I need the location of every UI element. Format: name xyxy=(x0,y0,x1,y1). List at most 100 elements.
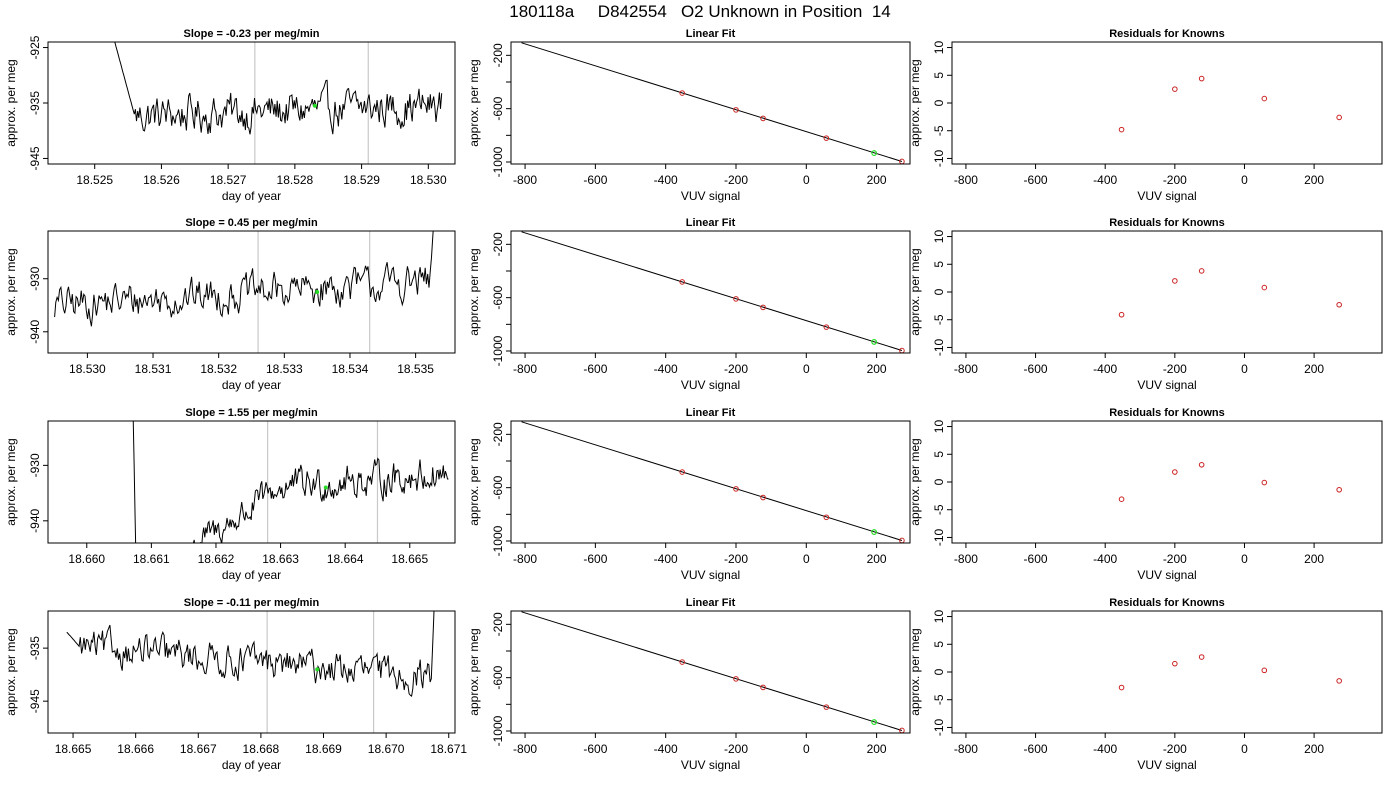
y-tick-label: -200 xyxy=(491,612,505,636)
x-tick-label: -800 xyxy=(954,552,978,566)
panel-frame xyxy=(510,41,911,165)
y-tick-label: -1000 xyxy=(491,525,505,556)
known-point xyxy=(679,659,686,665)
x-tick-label: 18.532 xyxy=(200,362,237,376)
y-tick-label: -925 xyxy=(28,35,42,59)
x-tick-label: -800 xyxy=(513,173,537,187)
x-tick-label: 200 xyxy=(1304,742,1324,756)
x-axis-label: VUV signal xyxy=(1137,378,1196,392)
plot-area xyxy=(114,42,443,164)
x-tick-label: 200 xyxy=(867,552,887,566)
unknown-sample-point xyxy=(312,103,317,108)
y-tick-label: -930 xyxy=(28,453,42,477)
y-tick-label: -930 xyxy=(28,266,42,290)
fit-line xyxy=(521,611,903,731)
y-tick-label: -945 xyxy=(28,689,42,713)
y-tick-label: 5 xyxy=(932,72,946,79)
residual-point xyxy=(1118,496,1125,502)
y-tick-label: 10 xyxy=(932,420,946,434)
x-tick-label: -400 xyxy=(654,742,678,756)
residual-point xyxy=(1261,95,1268,102)
panel-title: Linear Fit xyxy=(686,28,736,40)
panel-trace-4: Slope = -0.11 per meg/min 18.665 18.666 18.… xyxy=(4,597,467,772)
x-axis-label: VUV signal xyxy=(681,378,740,392)
y-tick-label: -200 xyxy=(491,422,505,446)
x-axis-label: day of year xyxy=(222,189,281,203)
x-tick-label: 18.662 xyxy=(198,552,235,566)
plot-area xyxy=(1118,268,1342,318)
x-tick-label: -400 xyxy=(654,362,678,376)
residual-point xyxy=(1336,486,1342,493)
x-tick-label: 18.526 xyxy=(143,173,180,187)
y-tick-label: 10 xyxy=(932,610,946,624)
plot-area xyxy=(521,611,905,733)
panel-fit-1: Linear Fit -800 -600 -400 -200 0 200 -200 -600 -1… xyxy=(467,28,911,203)
panel-title: Residuals for Knowns xyxy=(1109,407,1225,419)
plot-area xyxy=(66,611,435,733)
panel-frame xyxy=(951,610,1383,734)
panel-frame xyxy=(47,420,456,544)
panel-trace-3: Slope = 1.55 per meg/min 18.660 18.661 18.6… xyxy=(4,407,456,582)
y-tick-label: -200 xyxy=(491,232,505,256)
x-tick-label: -200 xyxy=(1163,362,1187,376)
y-axis-label: approx. per meg xyxy=(4,248,18,335)
y-axis-label: approx. per meg xyxy=(467,59,481,146)
y-tick-label: -945 xyxy=(28,146,42,170)
x-tick-label: -200 xyxy=(1163,173,1187,187)
panel-frame xyxy=(510,230,911,354)
x-axis-label: day of year xyxy=(222,758,281,772)
known-point xyxy=(679,90,686,96)
x-tick-label: 18.670 xyxy=(368,742,405,756)
plot-area xyxy=(521,231,905,353)
y-tick-label: 0 xyxy=(932,288,946,295)
x-tick-label: 18.527 xyxy=(210,173,247,187)
known-point xyxy=(733,296,739,302)
y-tick-label: -1000 xyxy=(491,335,505,366)
panel-title: Linear Fit xyxy=(686,407,736,419)
y-axis-label: approx. per meg xyxy=(908,59,922,146)
unknown-sample-point xyxy=(315,290,320,294)
x-tick-label: 18.668 xyxy=(243,742,280,756)
y-tick-label: -5 xyxy=(932,694,946,705)
residual-point xyxy=(1336,301,1342,308)
x-tick-label: -200 xyxy=(1163,552,1187,566)
fit-line xyxy=(521,231,903,351)
residual-point xyxy=(1118,126,1125,133)
panel-title: Slope = 1.55 per meg/min xyxy=(185,407,318,419)
known-point xyxy=(679,279,686,285)
y-tick-label: -10 xyxy=(932,338,946,356)
panel-frame xyxy=(951,230,1383,354)
x-axis-label: VUV signal xyxy=(681,758,740,772)
y-tick-label: -935 xyxy=(28,636,42,660)
y-tick-label: 5 xyxy=(932,451,946,458)
panel-frame xyxy=(47,230,456,354)
panel-residuals-2: Residuals for Knowns -800 -600 -400 -200 0 200… xyxy=(908,217,1383,392)
x-tick-label: 18.531 xyxy=(135,362,172,376)
known-point xyxy=(679,469,686,475)
plot-area xyxy=(521,421,905,543)
x-tick-label: 18.661 xyxy=(133,552,170,566)
plot-area xyxy=(54,231,434,353)
x-tick-label: 18.529 xyxy=(343,173,380,187)
known-point xyxy=(733,676,739,682)
panel-trace-1: Slope = -0.23 per meg/min 18.525 18.526 18.… xyxy=(4,28,456,203)
x-axis-label: day of year xyxy=(222,568,281,582)
panel-fit-4: Linear Fit -800 -600 -400 -200 0 200 -200 -600 -1… xyxy=(467,597,911,772)
residual-point xyxy=(1172,86,1178,92)
x-tick-label: -600 xyxy=(583,742,607,756)
x-tick-label: 18.533 xyxy=(266,362,303,376)
x-axis-label: day of year xyxy=(222,378,281,392)
residual-point xyxy=(1336,114,1342,121)
panel-frame xyxy=(510,610,911,734)
known-point xyxy=(760,115,766,122)
x-tick-label: -600 xyxy=(583,362,607,376)
x-tick-label: -400 xyxy=(1093,362,1117,376)
x-tick-label: 0 xyxy=(803,173,810,187)
panel-title: Slope = 0.45 per meg/min xyxy=(185,217,318,229)
panel-title: Linear Fit xyxy=(686,217,736,229)
data-trace xyxy=(132,421,449,543)
x-tick-label: 0 xyxy=(803,362,810,376)
x-tick-label: -400 xyxy=(1093,552,1117,566)
panel-frame xyxy=(951,420,1383,544)
y-axis-label: approx. per meg xyxy=(4,438,18,525)
